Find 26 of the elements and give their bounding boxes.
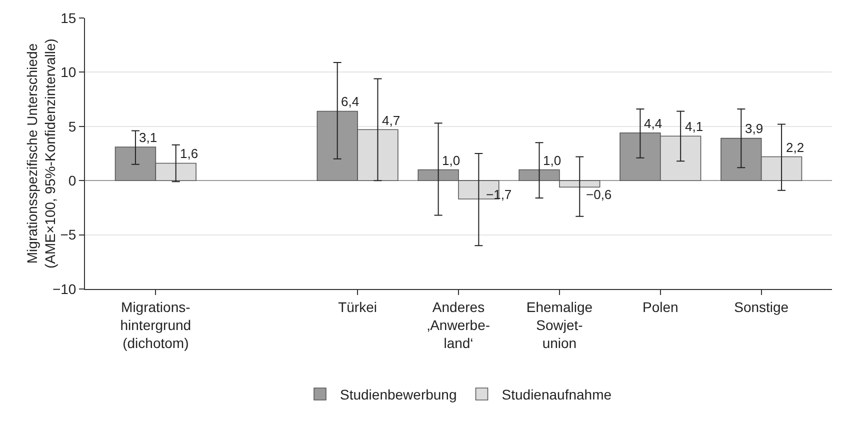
y-axis-title: Migrationsspezifische Unterschiede (AME×100, 95%-Konfidenzintervalle) xyxy=(24,38,58,268)
y-tick-label: 10 xyxy=(60,64,76,80)
legend-label: Studienaufnahme xyxy=(502,386,612,402)
x-tick-label: Ehemalige Sowjet- union xyxy=(526,298,593,352)
data-label: 1,6 xyxy=(180,146,198,161)
data-label: 4,4 xyxy=(644,116,662,131)
data-label: 2,2 xyxy=(786,140,804,155)
data-label: 1,0 xyxy=(543,153,562,168)
data-label: 6,4 xyxy=(341,94,360,109)
y-tick-label: 15 xyxy=(60,10,76,26)
data-label: 4,1 xyxy=(685,119,704,134)
x-tick-label: Anderes ‚Anwerbe- land‘ xyxy=(426,298,490,352)
x-tick-label: Migrations- hintergrund (dichotom) xyxy=(120,298,192,352)
x-tick-label: Sonstige xyxy=(734,298,789,315)
y-tick-label: 5 xyxy=(68,118,76,134)
y-tick-label: −5 xyxy=(60,226,76,243)
data-label: 3,9 xyxy=(745,121,764,136)
y-tick-label: −10 xyxy=(52,280,76,297)
data-label: −0,6 xyxy=(586,187,612,202)
legend-label: Studienbewerbung xyxy=(340,386,457,402)
data-label: 1,0 xyxy=(442,153,460,168)
y-tick-label: 0 xyxy=(68,172,76,188)
x-tick-label: Türkei xyxy=(338,298,378,315)
data-label: 4,7 xyxy=(382,113,400,128)
x-tick-label: Polen xyxy=(642,298,678,315)
data-label: 3,1 xyxy=(139,130,158,145)
